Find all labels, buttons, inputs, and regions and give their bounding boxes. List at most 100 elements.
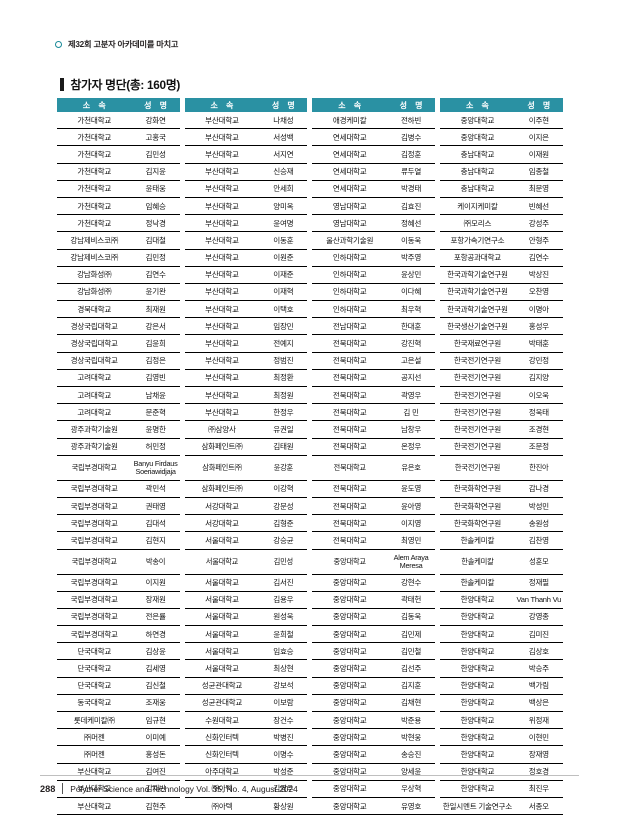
cell-affiliation: 전북대학교 (312, 420, 387, 439)
column-separator (179, 797, 185, 816)
column-separator (179, 531, 185, 549)
cell-affiliation: 영남대학교 (312, 214, 387, 232)
cell-name: 문준혁 (131, 403, 180, 421)
cell-name: 박준용 (386, 710, 436, 729)
column-separator (179, 112, 185, 129)
column-separator (179, 163, 185, 181)
column-separator (307, 659, 313, 678)
column-separator (435, 608, 441, 626)
cell-name: 홍성우 (514, 317, 563, 335)
cell-affiliation: 부산대학교 (184, 403, 260, 421)
cell-name: 정낙경 (131, 214, 180, 232)
cell-affiliation: 한솔케미칼 (440, 531, 515, 549)
footer-journal-info: Polymer Science and Technology Vol. 35, … (70, 783, 298, 794)
cell-name: 김지훈 (386, 676, 436, 695)
column-separator (179, 728, 185, 746)
cell-affiliation: 인하대학교 (312, 248, 387, 267)
cell-affiliation: 고려대학교 (57, 385, 132, 404)
cell-affiliation: 부산대학교 (184, 334, 260, 353)
cell-affiliation: 한양대학교 (440, 607, 515, 626)
title-accent-bar (60, 78, 64, 91)
cell-name: 이택호 (259, 300, 308, 318)
column-separator (307, 531, 313, 549)
cell-name: 김효진 (386, 196, 436, 215)
header-name-3: 성 명 (386, 98, 436, 112)
cell-affiliation: 연세대학교 (312, 162, 387, 181)
cell-affiliation: 중앙대학교 (440, 128, 515, 146)
table-row: 강남제비스코㈜ 김민정 부산대학교 이원준 인하대학교 박주영 포항공과대학교 김연수 (57, 248, 563, 267)
column-separator (307, 231, 313, 249)
column-separator (179, 574, 185, 592)
table-row: 경상국립대학교 강은서 부산대학교 임장민 전남대학교 한대훈 한국생산기술연구원 홍성우 (57, 317, 563, 335)
cell-affiliation: 부산대학교 (184, 145, 260, 164)
cell-affiliation: 중앙대학교 (312, 796, 387, 816)
cell-affiliation: 경상국립대학교 (57, 351, 132, 370)
cell-affiliation: 한국화학연구원 (440, 479, 515, 498)
column-separator (435, 531, 441, 549)
column-separator (435, 231, 441, 249)
column-separator (307, 145, 313, 164)
cell-affiliation: 한국전기연구원 (440, 368, 515, 387)
cell-affiliation: 서울대학교 (184, 625, 260, 643)
cell-name: 정욱태 (514, 403, 563, 421)
cell-name: 김영우 (259, 779, 308, 798)
cell-name: 박주영 (386, 248, 436, 267)
cell-name: 김연수 (514, 248, 563, 267)
cell-name: 강성주 (514, 214, 563, 232)
cell-name: 김태원 (259, 437, 308, 456)
cell-name: 박상진 (514, 265, 563, 284)
cell-affiliation: 가천대학교 (77, 115, 112, 125)
cell-name: 김찬영 (514, 531, 563, 549)
column-separator (307, 745, 313, 764)
column-separator (435, 438, 441, 456)
cell-affiliation: 강남화성㈜ (57, 282, 132, 301)
cell-name: 김서진 (259, 573, 308, 592)
cell-name: Banyu Firdaus Soeriawidjaja (131, 454, 180, 481)
column-separator (307, 591, 313, 609)
column-separator (179, 180, 185, 198)
table-row: 단국대학교 김상윤 서울대학교 임효승 중앙대학교 김민철 한양대학교 김상호 (57, 642, 563, 660)
cell-name: 고홍국 (131, 128, 180, 146)
cell-affiliation: 중앙대학교 (312, 728, 387, 746)
column-separator (307, 763, 313, 781)
table-row: 고려대학교 김영빈 부산대학교 최정환 전북대학교 공지선 한국전기연구원 김지양 (57, 368, 563, 387)
cell-name: 이주현 (528, 115, 549, 125)
header-name-1: 성 명 (131, 98, 180, 112)
column-separator (435, 763, 441, 781)
column-separator (307, 98, 313, 112)
footer-vertical-rule (62, 783, 64, 794)
cell-affiliation: 전북대학교 (312, 479, 387, 498)
column-separator (435, 745, 441, 764)
page-title-text: 참가자 명단(총: 160명) (70, 78, 181, 92)
cell-affiliation: 서강대학교 (184, 514, 260, 532)
column-separator (179, 480, 185, 498)
cell-name: 윤명한 (131, 420, 180, 439)
cell-affiliation: 한국과학기술연구원 (440, 300, 515, 318)
column-separator (307, 352, 313, 370)
cell-affiliation: 부산대학교 (184, 248, 260, 267)
cell-name: 윤기완 (131, 282, 180, 301)
cell-affiliation: 중앙대학교 (312, 693, 387, 712)
header-name-2: 성 명 (259, 98, 308, 112)
table-row: ㈜머젠 홍성돈 신화인터텍 이명수 중앙대학교 송승진 한양대학교 장재영 (57, 745, 563, 764)
column-separator (435, 642, 441, 660)
column-separator (435, 455, 441, 481)
cell-name: 강문성 (259, 496, 308, 515)
cell-affiliation: ㈜머젠 (57, 728, 132, 746)
column-separator (435, 420, 441, 439)
cell-affiliation: 전북대학교 (312, 514, 387, 532)
column-separator (435, 797, 441, 816)
column-separator (435, 591, 441, 609)
cell-affiliation: 한국과학기술연구원 (440, 265, 515, 284)
roster-table-head: 소 속 성 명 소 속 성 명 소 속 성 명 소 속 성 명 (57, 98, 563, 112)
table-row: 경북대학교 최재원 부산대학교 이택호 인하대학교 최우혁 한국과학기술연구원 이명아 (57, 300, 563, 318)
table-row: 부산대학교 김현주 ㈜아텍 황상원 중앙대학교 유영호 한일시멘트 기술연구소 서종오 (57, 796, 563, 816)
column-separator (307, 300, 313, 318)
cell-affiliation: 부산대학교 (184, 162, 260, 181)
column-separator (435, 334, 441, 353)
cell-name: 남창우 (386, 420, 436, 439)
column-separator (435, 677, 441, 695)
cell-affiliation: 한양대학교 (440, 710, 515, 729)
cell-name: 박성준 (259, 762, 308, 781)
cell-name: 김용우 (259, 590, 308, 609)
